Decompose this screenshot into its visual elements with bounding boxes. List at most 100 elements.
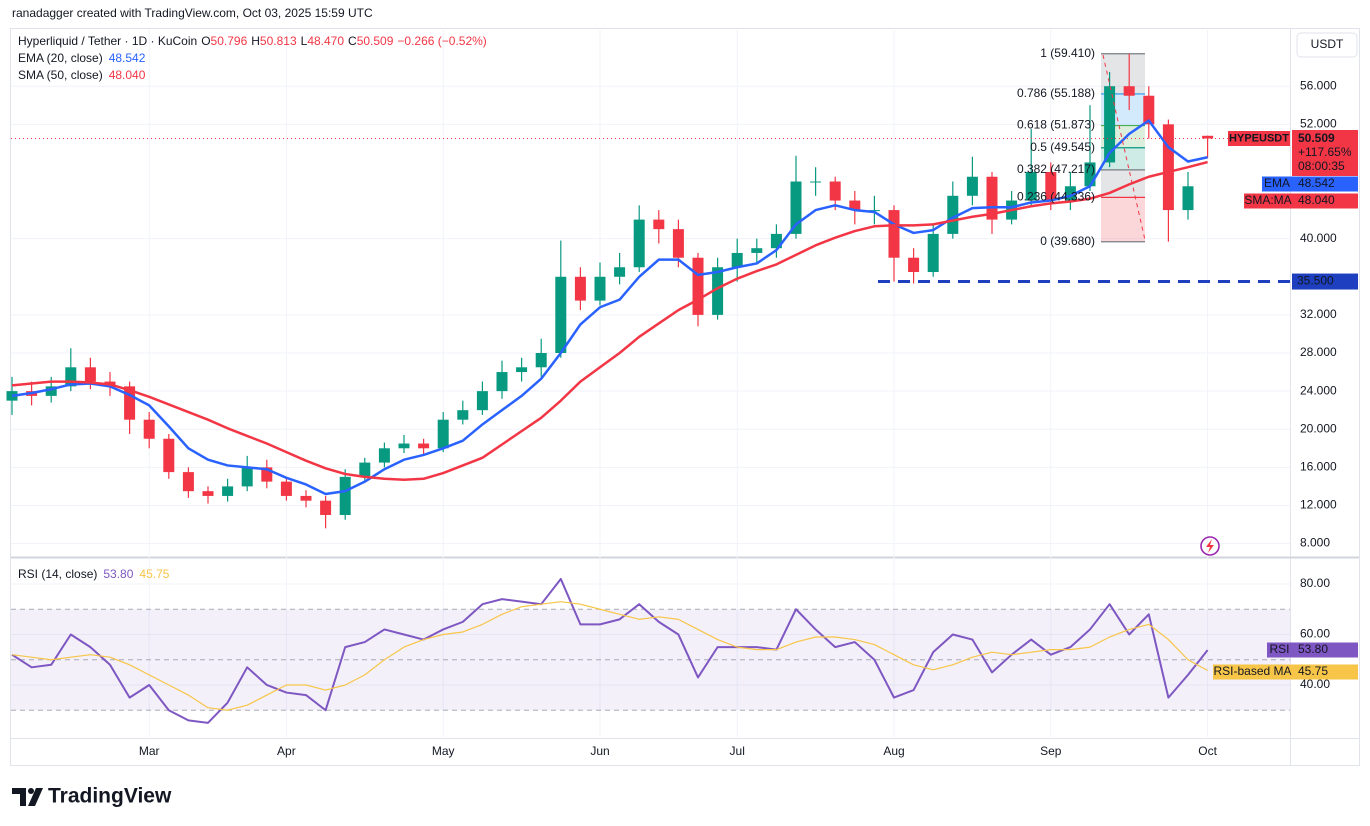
x-tick-label: Aug [883, 744, 904, 758]
legend-ohlc-key: O [201, 34, 210, 48]
candle-body [555, 276, 567, 354]
candle-body [516, 367, 528, 373]
legend-ohlc-value: 50.796 [211, 34, 248, 48]
candle-body [888, 210, 900, 258]
candle-body [849, 200, 861, 211]
y-tick-label: 40.000 [1300, 231, 1337, 245]
fib-label: 0.382 (47.217) [1017, 162, 1095, 176]
indicator-value: 48.040 [1298, 193, 1335, 207]
alert-bolt[interactable] [1206, 539, 1214, 553]
brand-logo [12, 788, 43, 806]
legend-ohlc-value: 50.813 [260, 34, 297, 48]
legend-ohlc-value: 48.470 [307, 34, 344, 48]
x-tick-label: Jul [730, 744, 745, 758]
candle-body [868, 210, 880, 212]
symbol-tag [1228, 131, 1290, 146]
y-tick-label: 12.000 [1300, 498, 1337, 512]
legend-indicator: SMA (50, close) 48.040 [18, 68, 146, 82]
candle-body [712, 267, 724, 315]
candle-body [320, 500, 332, 515]
indicator-value-tag [1292, 642, 1358, 658]
candle-body [908, 257, 920, 273]
indicator-value: 48.542 [1298, 176, 1335, 190]
x-tick-label: Oct [1198, 744, 1217, 758]
currency-button[interactable] [1296, 32, 1358, 58]
y-tick-label: 28.000 [1300, 345, 1337, 359]
legend-ohlc-value: 50.509 [357, 34, 394, 48]
legend-ohlc-key: L [301, 34, 308, 48]
legend-ohlc-key: H [251, 34, 260, 48]
support-tag [1292, 273, 1358, 290]
legend-change: −0.266 (−0.52%) [397, 34, 486, 48]
candle-body [1123, 86, 1135, 96]
rsi-legend-value: 53.80 [103, 567, 133, 581]
support-tag-label: 35.500 [1297, 274, 1334, 288]
x-tick-label: Apr [277, 744, 296, 758]
candle-body [653, 219, 665, 230]
candle-body [1202, 135, 1214, 139]
moving-average-line [11, 160, 1208, 481]
y-tick-label: 32.000 [1300, 307, 1337, 321]
legend-ohlc-key: C [348, 34, 357, 48]
logo-part [28, 788, 34, 794]
candle-body [927, 233, 939, 273]
fib-label: 0.236 (44.336) [1017, 190, 1095, 204]
candle-body [378, 448, 390, 463]
indicator-value-tag [1292, 176, 1358, 192]
candle-body [966, 176, 978, 196]
legend-indicator-value: 48.542 [109, 51, 146, 65]
candle-body [398, 443, 410, 449]
x-tick-label: Mar [139, 744, 160, 758]
x-tick-label: Jun [590, 744, 609, 758]
credit: ranadagger created with TradingView.com,… [12, 6, 373, 20]
candle-body [84, 367, 96, 382]
marks-layer [6, 53, 1290, 724]
price-tag [1292, 130, 1358, 176]
candle-body [300, 495, 312, 501]
candle-body [45, 386, 57, 396]
candle-body [810, 181, 822, 183]
candle-body [751, 248, 763, 253]
candle-body [692, 257, 704, 315]
candle-body [280, 481, 292, 496]
fib-label: 0 (39.680) [1040, 234, 1095, 248]
candle-body [476, 391, 488, 411]
y-tick-label: 56.000 [1300, 78, 1337, 92]
rsi-tick-label: 80.00 [1300, 576, 1330, 590]
alert-icon[interactable] [1200, 536, 1220, 556]
x-tick-label: Sep [1040, 744, 1062, 758]
currency-label[interactable]: USDT [1311, 37, 1344, 51]
alert-ring[interactable] [1200, 536, 1220, 556]
candle-body [535, 353, 547, 368]
indicator-tag-name: RSI [1269, 642, 1289, 656]
indicator-tag-name: RSI-based MA [1213, 664, 1291, 678]
candle-body [614, 267, 626, 277]
candle-body [1045, 171, 1057, 201]
symbol-tag-label: HYPEUSDT [1229, 132, 1289, 144]
candle-body [986, 176, 998, 220]
indicator-tag [1267, 642, 1292, 658]
y-tick-label: 8.000 [1300, 536, 1330, 550]
candle-body [202, 491, 214, 496]
candle-body [261, 467, 273, 482]
candle-body [594, 276, 606, 301]
logo-part [28, 788, 43, 806]
candle-body [1143, 95, 1155, 125]
candle-body [731, 252, 743, 268]
candle-body [1162, 124, 1174, 211]
candle-body [1064, 186, 1076, 201]
y-tick-label: 52.000 [1300, 117, 1337, 131]
legend-indicator: EMA (20, close) 48.542 [18, 51, 146, 65]
indicator-tag-name: SMA:MA [1244, 193, 1291, 207]
grid-layer [11, 30, 1290, 737]
logo-part [12, 788, 26, 806]
brand-name: TradingView [48, 785, 172, 808]
rsi-tick-label: 60.00 [1300, 627, 1330, 641]
candle-body [770, 233, 782, 249]
legend-title: Hyperliquid / Tether · 1D · KuCoin [18, 34, 197, 48]
rsi-line [11, 601, 1208, 711]
fib-label: 1 (59.410) [1040, 46, 1095, 60]
indicator-tag [1213, 664, 1292, 680]
